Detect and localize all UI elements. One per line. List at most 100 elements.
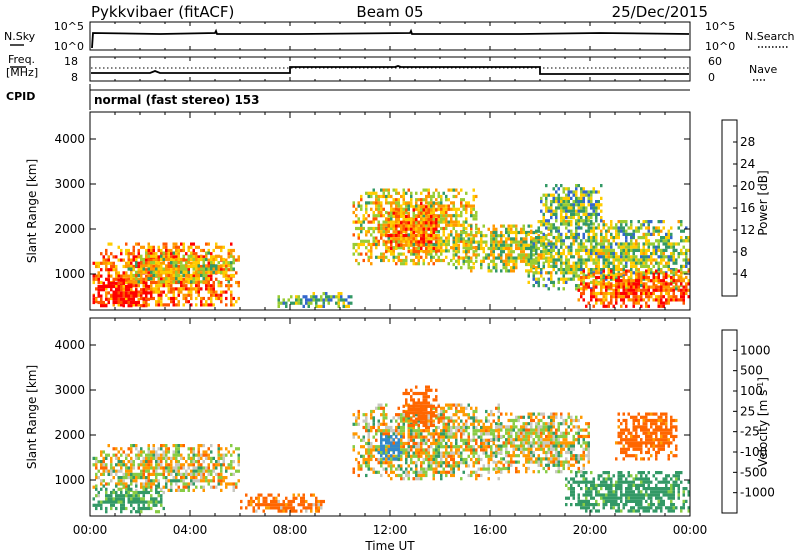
heatmap-cell bbox=[607, 239, 610, 243]
heatmap-cell bbox=[597, 261, 600, 265]
heatmap-cell bbox=[177, 469, 180, 473]
heatmap-cell bbox=[630, 282, 633, 286]
heatmap-cell bbox=[152, 444, 155, 448]
heatmap-cell bbox=[605, 223, 608, 227]
heatmap-cell bbox=[97, 490, 100, 495]
heatmap-cell bbox=[472, 240, 475, 244]
heatmap-cell bbox=[160, 503, 163, 507]
heatmap-cell bbox=[537, 234, 540, 238]
heatmap-cell bbox=[100, 280, 103, 285]
heatmap-cell bbox=[610, 275, 613, 280]
heatmap-cell bbox=[560, 206, 563, 210]
heatmap-cell bbox=[262, 509, 265, 513]
heatmap-cell bbox=[107, 281, 110, 285]
heatmap-cell bbox=[527, 271, 530, 275]
heatmap-cell bbox=[155, 270, 158, 274]
heatmap-cell bbox=[140, 463, 143, 467]
heatmap-cell bbox=[595, 239, 598, 243]
heatmap-cell bbox=[585, 209, 588, 213]
heatmap-cell bbox=[412, 246, 415, 250]
heatmap-cell bbox=[100, 466, 103, 470]
heatmap-cell bbox=[532, 242, 535, 246]
heatmap-cell bbox=[380, 451, 383, 455]
heatmap-cell bbox=[402, 217, 405, 221]
heatmap-cell bbox=[222, 268, 225, 272]
heatmap-cell bbox=[662, 282, 665, 286]
heatmap-cell bbox=[605, 291, 608, 296]
heatmap-cell bbox=[525, 269, 528, 273]
heatmap-cell bbox=[550, 216, 553, 220]
heatmap-cell bbox=[135, 456, 138, 460]
heatmap-cell bbox=[210, 258, 213, 262]
heatmap-cell bbox=[422, 208, 425, 212]
heatmap-cell bbox=[490, 243, 493, 247]
heatmap-cell bbox=[502, 246, 505, 251]
heatmap-cell bbox=[410, 448, 413, 452]
heatmap-cell bbox=[577, 252, 580, 256]
heatmap-cell bbox=[687, 269, 690, 273]
heatmap-cell bbox=[402, 432, 405, 436]
heatmap-cell bbox=[367, 239, 370, 243]
heatmap-cell bbox=[595, 212, 598, 216]
heatmap-cell bbox=[262, 503, 265, 507]
heatmap-cell bbox=[432, 255, 435, 259]
heatmap-cell bbox=[557, 236, 560, 240]
heatmap-cell bbox=[607, 264, 610, 268]
heatmap-cell bbox=[457, 255, 460, 259]
heatmap-cell bbox=[162, 453, 165, 457]
heatmap-cell bbox=[417, 240, 420, 244]
heatmap-cell bbox=[407, 227, 410, 231]
heatmap-cell bbox=[202, 261, 205, 265]
heatmap-cell bbox=[105, 287, 108, 291]
heatmap-cell bbox=[367, 454, 370, 458]
heatmap-cell bbox=[402, 230, 405, 234]
heatmap-cell bbox=[152, 456, 155, 460]
heatmap-cell bbox=[417, 227, 420, 231]
heatmap-cell bbox=[220, 456, 223, 460]
heatmap-cell bbox=[665, 232, 668, 236]
heatmap-cell bbox=[617, 258, 620, 262]
heatmap-cell bbox=[385, 457, 388, 462]
heatmap-cell bbox=[160, 280, 163, 284]
heatmap-cell bbox=[395, 246, 398, 250]
heatmap-cell bbox=[175, 472, 178, 476]
heatmap-cell bbox=[375, 470, 378, 474]
heatmap-cell bbox=[197, 257, 200, 262]
heatmap-cell bbox=[622, 275, 625, 280]
heatmap-cell bbox=[165, 482, 168, 486]
heatmap-cell bbox=[542, 193, 545, 197]
heatmap-cell bbox=[197, 264, 200, 268]
heatmap-cell bbox=[227, 450, 230, 454]
heatmap-cell bbox=[670, 255, 673, 259]
heatmap-cell bbox=[142, 497, 145, 501]
heatmap-cell bbox=[152, 466, 155, 470]
heatmap-cell bbox=[510, 230, 513, 235]
heatmap-cell bbox=[555, 271, 558, 275]
heatmap-cell bbox=[545, 203, 548, 207]
heatmap-cell bbox=[172, 287, 175, 291]
heatmap-cell bbox=[472, 204, 475, 208]
heatmap-cell bbox=[625, 220, 628, 224]
heatmap-cell bbox=[140, 245, 143, 249]
heatmap-cell bbox=[210, 479, 213, 483]
heatmap-cell bbox=[180, 280, 183, 285]
nsearch-tick-top: 10^5 bbox=[705, 20, 735, 33]
heatmap-cell bbox=[145, 248, 148, 253]
heatmap-cell bbox=[420, 227, 423, 231]
heatmap-cell bbox=[477, 253, 480, 257]
heatmap-cell bbox=[150, 482, 153, 486]
heatmap-cell bbox=[197, 453, 200, 457]
heatmap-cell bbox=[110, 252, 113, 256]
heatmap-cell bbox=[402, 246, 405, 250]
heatmap-cell bbox=[592, 291, 595, 296]
heatmap-cell bbox=[620, 261, 623, 265]
heatmap-cell bbox=[420, 242, 423, 247]
heatmap-cell bbox=[232, 257, 235, 262]
heatmap-cell bbox=[125, 261, 128, 265]
heatmap-cell bbox=[157, 293, 160, 297]
heatmap-cell bbox=[425, 234, 428, 238]
heatmap-cell bbox=[137, 476, 140, 480]
heatmap-cell bbox=[655, 245, 658, 249]
heatmap-cell bbox=[247, 503, 250, 507]
heatmap-cell bbox=[592, 279, 595, 283]
